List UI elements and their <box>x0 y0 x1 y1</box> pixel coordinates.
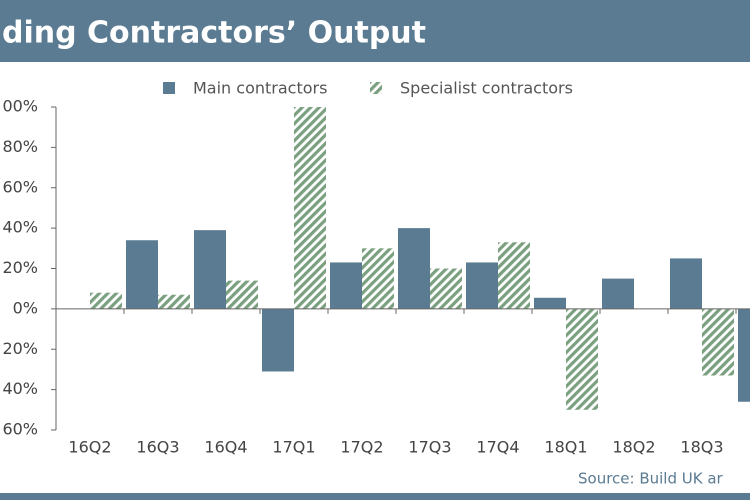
legend-label: Main contractors <box>193 79 327 98</box>
bar <box>158 294 190 309</box>
y-tick-label: 60% <box>2 177 38 196</box>
bar <box>738 308 750 402</box>
bar <box>670 258 702 309</box>
y-tick-label: 00% <box>2 97 38 116</box>
x-tick-label: 17Q4 <box>476 438 519 457</box>
x-tick-label: 16Q2 <box>68 438 111 457</box>
bar <box>498 242 530 309</box>
y-tick-label: 60% <box>2 420 38 439</box>
legend-label: Specialist contractors <box>400 79 573 98</box>
x-tick-label: 18Q2 <box>612 438 655 457</box>
bar <box>362 248 394 309</box>
bar <box>602 278 634 309</box>
bar <box>430 268 462 309</box>
source: Source: Build UK ar <box>578 470 724 488</box>
y-tick-label: 40% <box>2 379 38 398</box>
x-tick-label: 17Q2 <box>340 438 383 457</box>
x-tick-label: 18Q1 <box>544 438 587 457</box>
bar <box>262 308 294 372</box>
footer-bar <box>0 493 750 500</box>
bar <box>194 230 226 309</box>
legend-swatch <box>163 82 175 94</box>
bar <box>466 262 498 309</box>
x-tick-label: 16Q4 <box>204 438 247 457</box>
y-tick-label: 20% <box>2 258 38 277</box>
bar <box>294 107 326 309</box>
bar <box>702 308 734 376</box>
bar <box>90 292 122 309</box>
title-bar <box>0 0 750 62</box>
y-tick-label: 20% <box>2 339 38 358</box>
y-tick-label: 0% <box>13 298 38 317</box>
bar <box>534 297 566 309</box>
x-tick-label: 17Q1 <box>272 438 315 457</box>
chart-title: ding Contractors’ Output <box>2 16 426 51</box>
bar <box>226 280 258 309</box>
bar <box>566 308 598 410</box>
x-tick-label: 17Q3 <box>408 438 451 457</box>
bar <box>330 262 362 309</box>
x-tick-label: 16Q3 <box>136 438 179 457</box>
y-tick-label: 40% <box>2 218 38 237</box>
x-tick-label: 18Q3 <box>680 438 723 457</box>
legend-swatch <box>370 82 382 94</box>
bar <box>398 228 430 309</box>
y-tick-label: 80% <box>2 137 38 156</box>
bar <box>126 240 158 309</box>
